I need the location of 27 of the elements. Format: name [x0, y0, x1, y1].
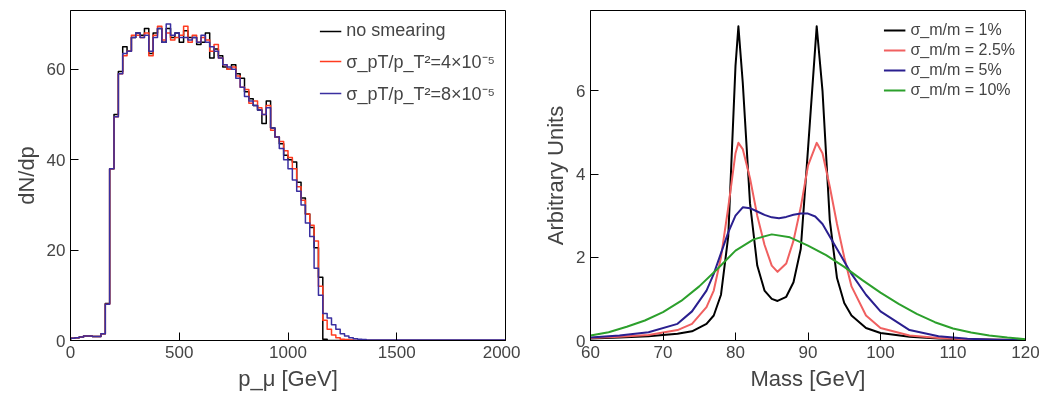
y-tick-label: 2	[576, 248, 586, 268]
y-tick-label: 60	[46, 60, 66, 80]
legend-label: σ_m/m = 2.5%	[910, 41, 1015, 59]
y-axis-title: Arbitrary Units	[543, 105, 569, 246]
y-tick-label: 40	[46, 150, 66, 170]
x-axis-title: Mass [GeV]	[750, 365, 866, 391]
x-tick-label: 1000	[269, 342, 307, 362]
legend-label: no smearing	[346, 20, 446, 41]
x-tick-label: 110	[939, 342, 967, 362]
y-tick-label: 20	[46, 241, 66, 261]
x-tick-label: 80	[726, 342, 745, 362]
x-tick-label: 100	[866, 342, 895, 362]
x-tick-label: 2000	[482, 342, 521, 362]
x-tick-label: 70	[653, 342, 673, 362]
x-tick-label: 500	[165, 342, 194, 362]
legend-label: σ_m/m = 5%	[910, 61, 1002, 79]
x-tick-label: 90	[798, 342, 818, 362]
legend-label: σ_m/m = 10%	[910, 81, 1011, 99]
legend-label: σ_m/m = 1%	[910, 21, 1002, 39]
y-tick-label: 6	[576, 81, 586, 101]
y-tick-label: 4	[576, 165, 586, 185]
legend-label: σ_pT/p_T²=8×10⁻⁵	[346, 83, 495, 105]
x-tick-label: 1500	[377, 342, 416, 362]
legend-label: σ_pT/p_T²=4×10⁻⁵	[346, 51, 495, 73]
x-tick-label: 120	[1011, 342, 1040, 362]
y-axis-title: dN/dp	[13, 146, 39, 205]
x-axis-title: p_μ [GeV]	[238, 365, 338, 391]
